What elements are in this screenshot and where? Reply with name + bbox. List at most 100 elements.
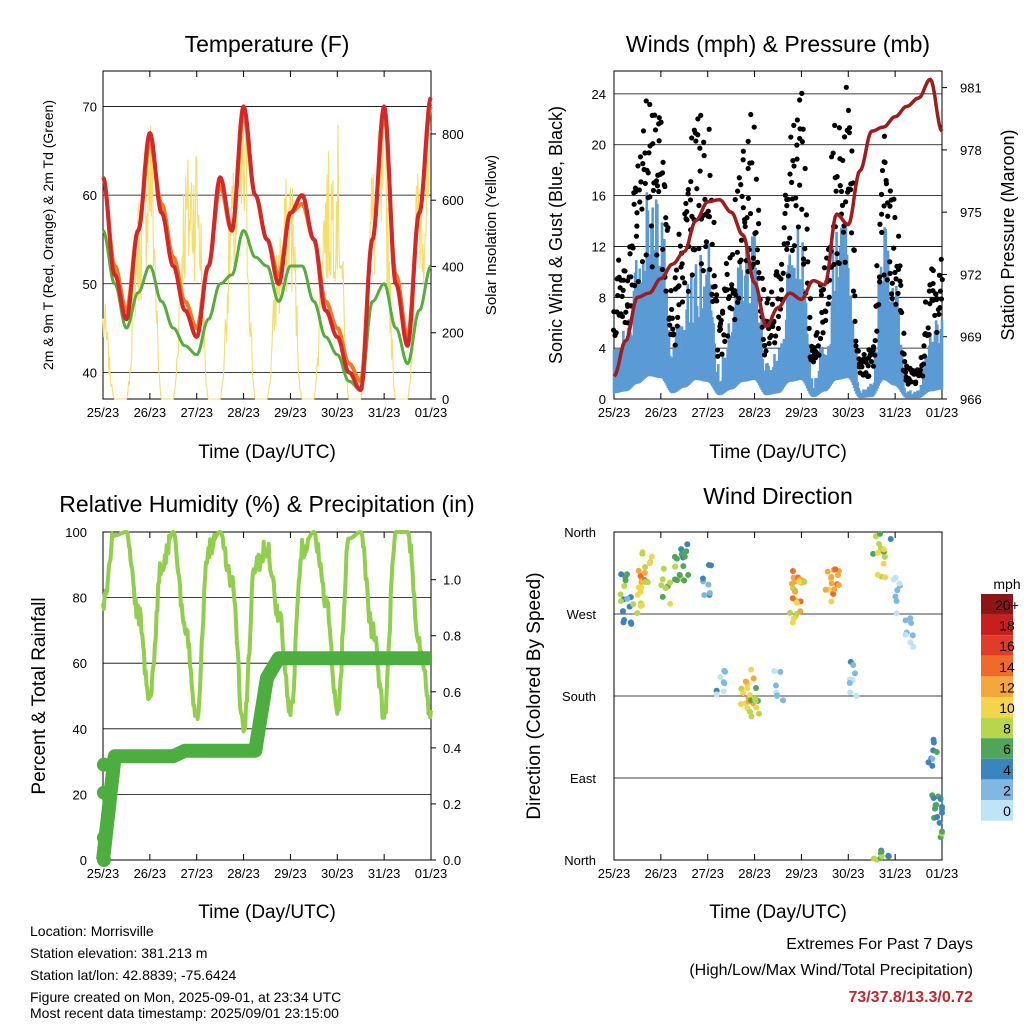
direction-point [748, 666, 755, 673]
gust-point [640, 128, 647, 134]
direction-point [624, 595, 631, 602]
gust-point [628, 274, 634, 280]
gust-point [688, 178, 694, 185]
temperature-title: Temperature (F) [185, 31, 350, 57]
gust-point [899, 309, 905, 316]
gust-point [820, 330, 826, 336]
gust-point [901, 351, 907, 357]
gust-point [684, 209, 690, 215]
direction-point [681, 577, 688, 584]
gust-point [656, 115, 662, 121]
direction-point [642, 563, 649, 570]
direction-panel: Wind Direction Time (Day/UTC) Direction … [524, 483, 1021, 923]
direction-point [713, 691, 720, 698]
gust-point [832, 122, 838, 129]
gust-point [794, 117, 800, 123]
gust-point [784, 240, 791, 246]
gust-point [781, 225, 787, 231]
gust-point [830, 150, 836, 156]
gust-point [697, 145, 703, 151]
direction-point [851, 670, 858, 677]
info-latlon: Station lat/lon: 42.8839; -75.6424 [30, 967, 237, 983]
direction-point [890, 576, 897, 583]
gust-point [815, 343, 821, 349]
direction-point [828, 580, 835, 587]
direction-point [635, 567, 642, 574]
gust-point [778, 287, 785, 293]
gust-point [764, 300, 770, 306]
winds-panel: Winds (mph) & Pressure (mb) Time (Day/UT… [546, 31, 1018, 463]
direction-point [623, 571, 630, 578]
gust-point [834, 251, 840, 257]
gust-point [754, 259, 761, 265]
gust-point [872, 337, 878, 344]
gust-point [933, 291, 939, 297]
direction-point [878, 853, 885, 860]
rainfall-point [96, 757, 111, 772]
direction-point [658, 582, 665, 589]
gust-point [719, 351, 725, 357]
winds-xtick-label: 29/23 [785, 405, 818, 420]
direction-point [874, 571, 881, 578]
gust-point [634, 223, 640, 229]
direction-point [893, 597, 900, 604]
series-station-pressure [612, 77, 944, 378]
gust-point [780, 270, 786, 276]
gust-point [663, 215, 669, 221]
direction-point [789, 580, 796, 587]
gust-point [836, 125, 842, 131]
gust-point [797, 182, 803, 188]
gust-point [833, 188, 839, 194]
gust-point [794, 142, 800, 148]
gust-point [842, 259, 848, 265]
direction-point [892, 593, 899, 600]
direction-point [824, 568, 831, 575]
direction-point [671, 553, 678, 560]
legend-title: mph [993, 576, 1020, 592]
gust-point [703, 243, 709, 250]
gust-point [936, 272, 943, 278]
direction-point [742, 678, 749, 685]
gust-point [722, 338, 728, 344]
gust-point [921, 353, 928, 359]
direction-point [721, 667, 728, 674]
direction-point [738, 701, 745, 708]
gust-point [806, 325, 812, 331]
gust-point [740, 205, 746, 211]
gust-point [787, 235, 793, 241]
gust-point [938, 296, 945, 302]
gust-point [729, 306, 735, 312]
direction-point [937, 795, 944, 802]
humidity-ytick-left-label: 40 [73, 722, 87, 737]
gust-point [803, 212, 810, 218]
gust-point [648, 223, 655, 229]
winds-frame [613, 70, 943, 400]
legend-swatch [981, 758, 1013, 780]
direction-point [910, 643, 917, 650]
gust-point [800, 126, 806, 132]
info-elevation: Station elevation: 381.213 m [30, 945, 208, 961]
gust-point [677, 243, 683, 249]
direction-point [789, 595, 796, 602]
direction-point [930, 795, 937, 802]
winds-ytick-left-label: 16 [592, 189, 606, 204]
direction-point [793, 599, 800, 606]
gust-point [800, 261, 807, 267]
winds-ytick-left-label: 20 [592, 138, 606, 153]
gust-point [818, 292, 825, 298]
gust-point [845, 107, 852, 114]
gust-point [672, 275, 678, 281]
humidity-frame [102, 531, 432, 861]
gust-point [762, 342, 768, 349]
direction-point [672, 563, 679, 570]
direction-point [672, 576, 679, 583]
gust-point [745, 195, 751, 201]
gust-point [753, 176, 759, 182]
gust-point [866, 373, 872, 379]
direction-point [748, 713, 755, 720]
direction-ytick-label: North [564, 525, 596, 540]
gust-point [768, 333, 774, 339]
gust-point [627, 251, 633, 257]
gust-point [650, 141, 656, 147]
gust-point [647, 194, 653, 200]
